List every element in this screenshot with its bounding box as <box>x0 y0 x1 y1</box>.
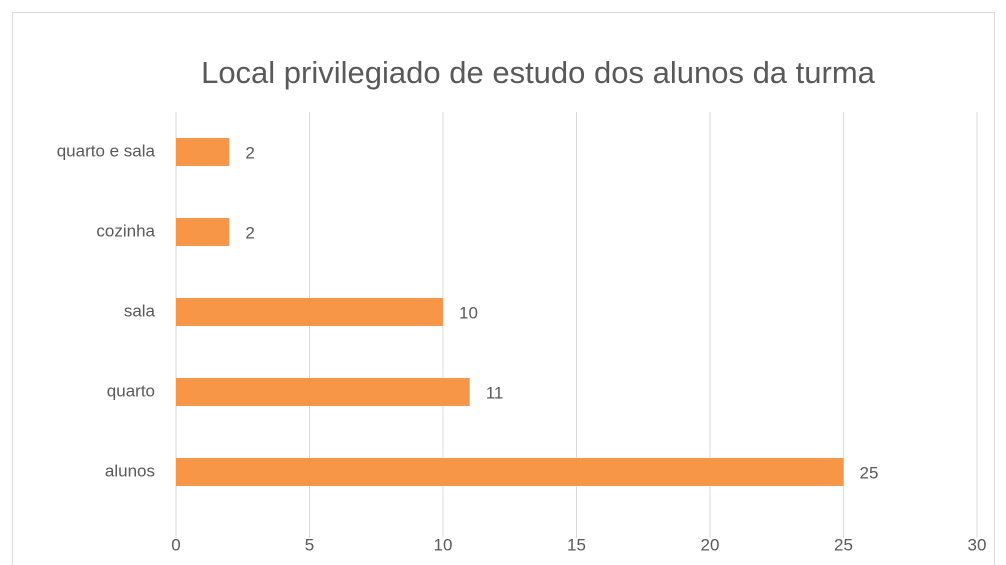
y-tick-label: quarto <box>107 381 155 400</box>
y-tick-label: cozinha <box>96 221 155 240</box>
bar <box>176 298 443 326</box>
data-label: 10 <box>459 303 478 322</box>
x-tick-label: 15 <box>567 535 586 554</box>
x-tick-label: 20 <box>701 535 720 554</box>
x-tick-label: 25 <box>834 535 853 554</box>
y-tick-label: sala <box>124 301 156 320</box>
x-tick-label: 0 <box>171 535 180 554</box>
chart-title: Local privilegiado de estudo dos alunos … <box>201 55 876 90</box>
bar <box>176 138 230 166</box>
data-label: 2 <box>245 223 254 242</box>
y-tick-label: alunos <box>105 461 155 480</box>
bar <box>176 218 230 246</box>
x-tick-label: 30 <box>968 535 987 554</box>
bar <box>176 458 844 486</box>
data-label: 2 <box>245 143 254 162</box>
y-tick-label: quarto e sala <box>57 141 156 160</box>
bar <box>176 378 470 406</box>
x-tick-label: 5 <box>305 535 314 554</box>
x-tick-label: 10 <box>434 535 453 554</box>
data-label: 25 <box>860 463 879 482</box>
data-label: 11 <box>486 383 504 402</box>
